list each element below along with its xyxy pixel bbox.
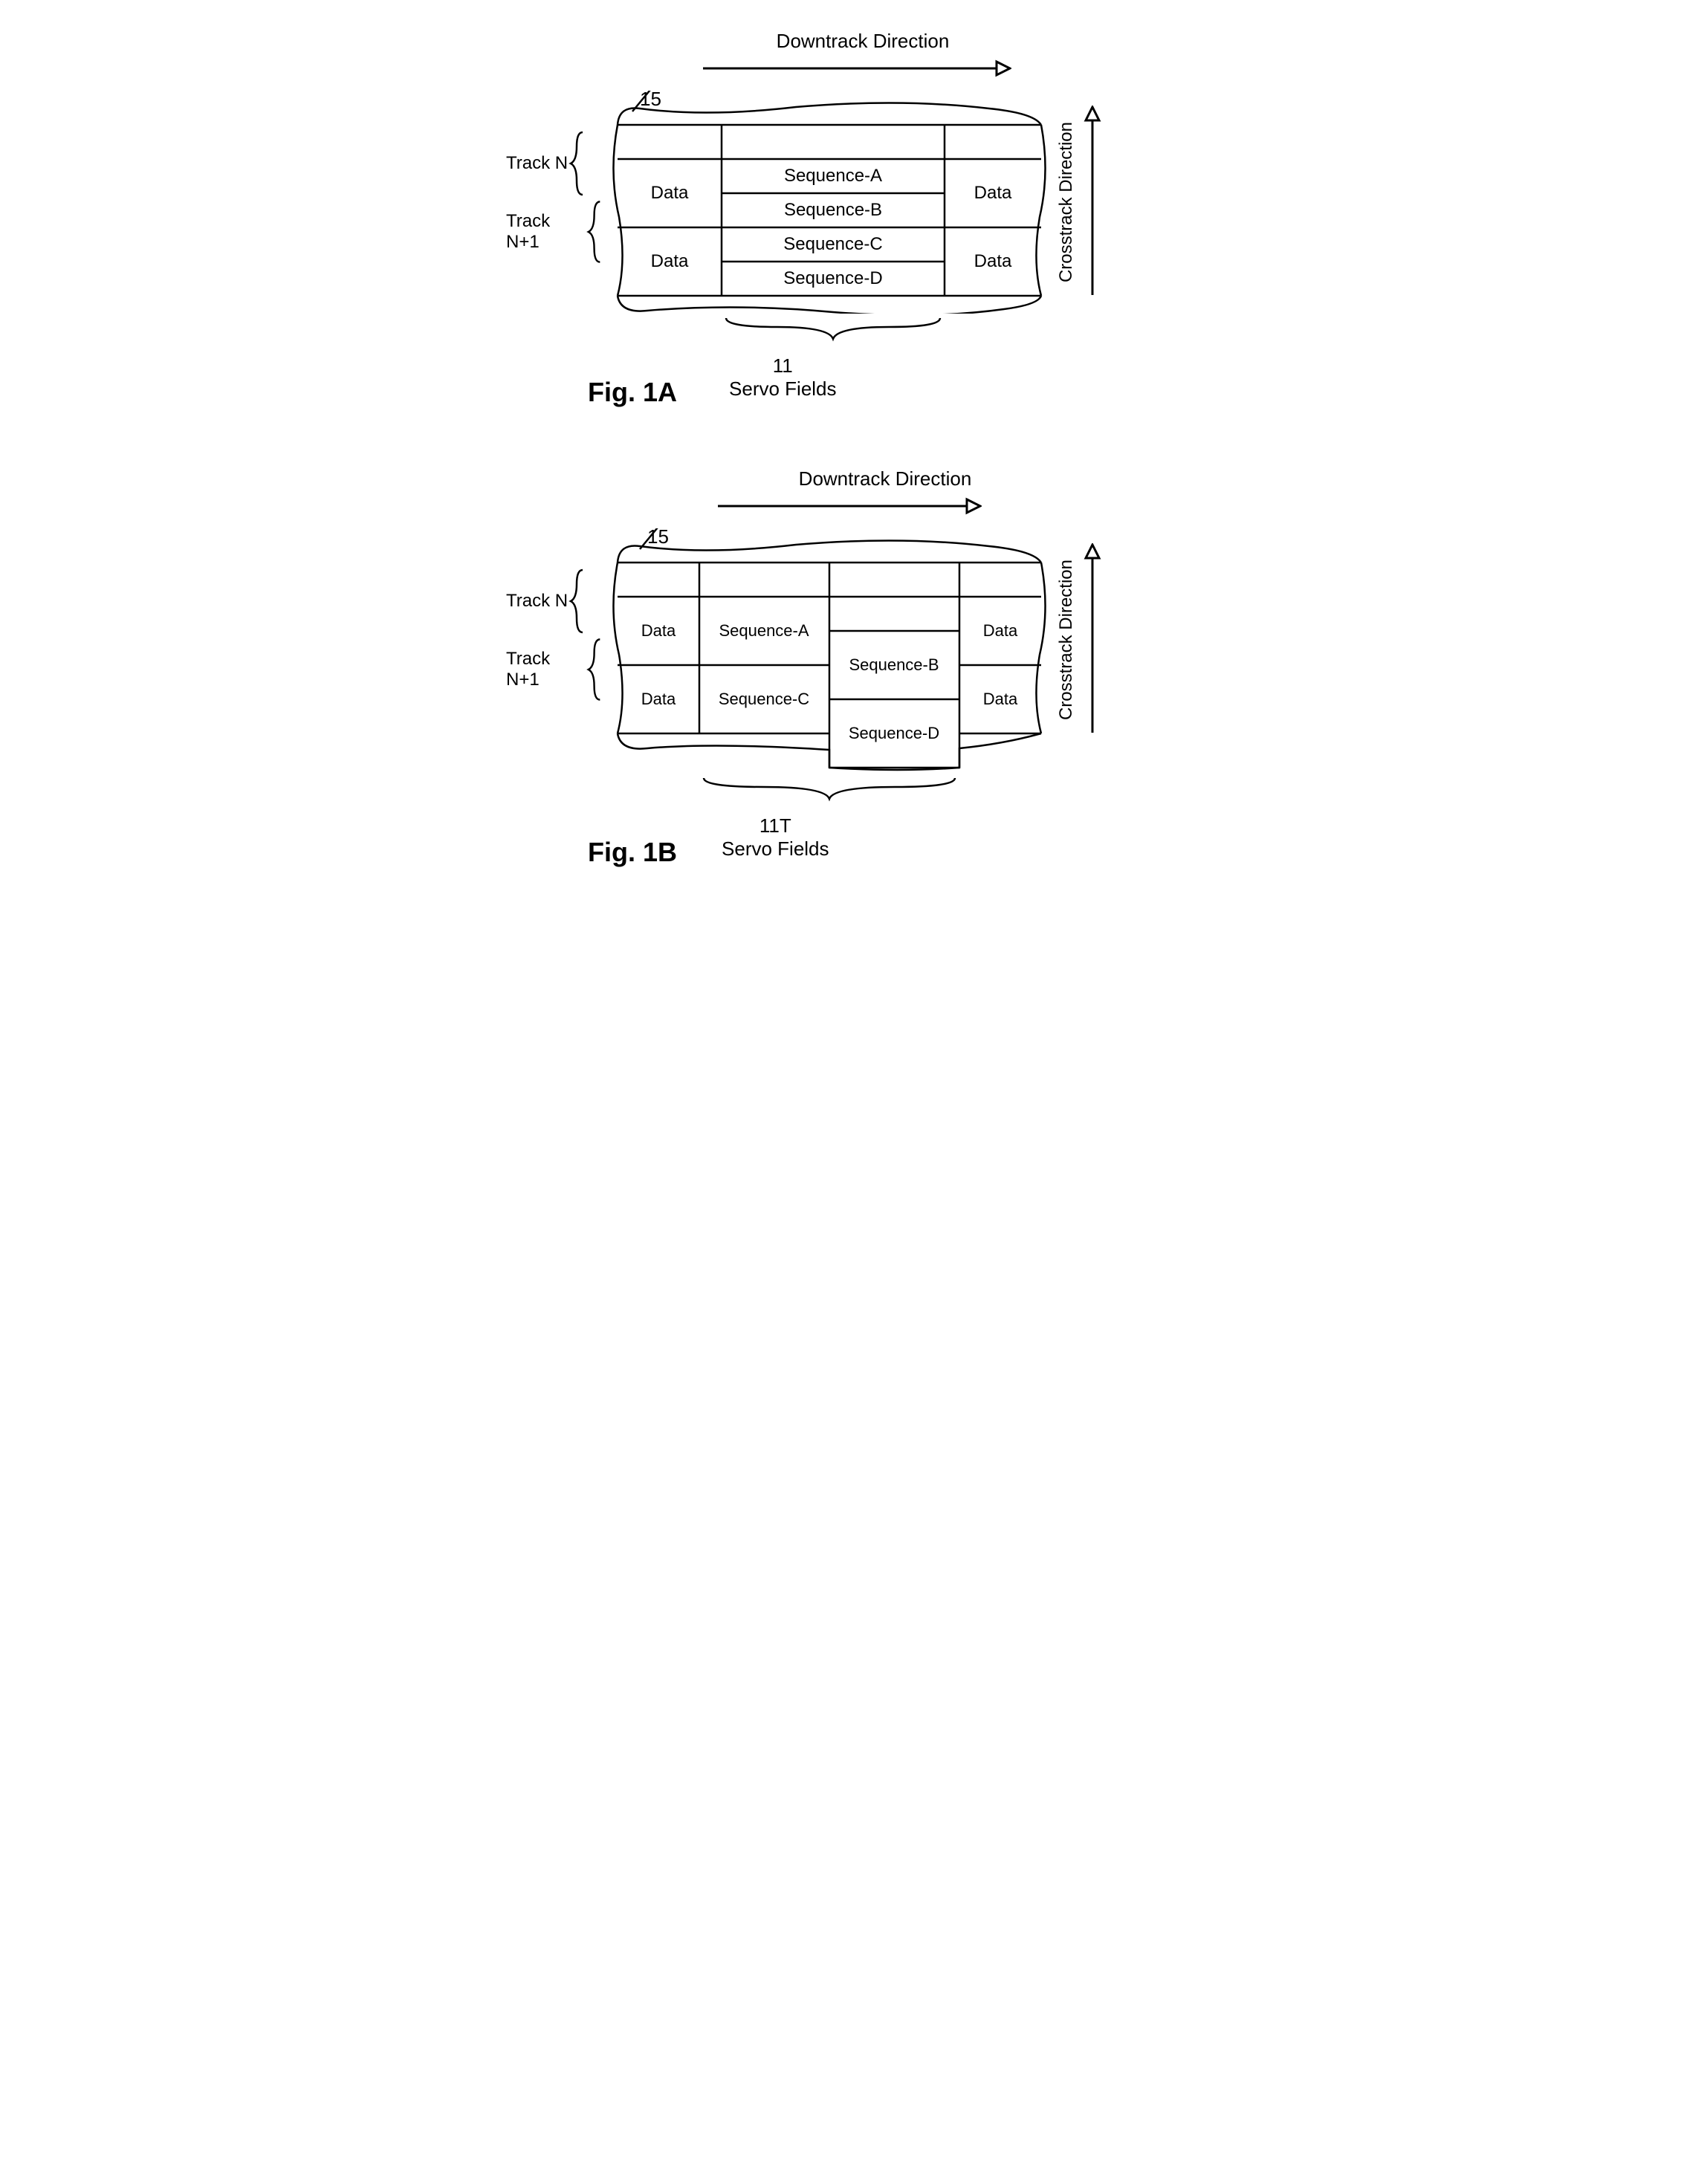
- crosstrack-label-a: Crosstrack Direction: [1056, 122, 1077, 282]
- cell-data-left-n1: Data: [651, 251, 689, 271]
- crosstrack-arrow-a: [1081, 106, 1104, 299]
- bottom-brace-b: [699, 774, 959, 807]
- cell-seq-d-b: Sequence-D: [849, 724, 939, 742]
- cell-data-right-n1-b: Data: [983, 690, 1018, 708]
- cell-data-right-n1: Data: [974, 251, 1012, 271]
- cell-data-left-n1-b: Data: [641, 690, 676, 708]
- figure-1a: Downtrack Direction 15 Track N Track N+1: [506, 30, 1175, 408]
- track-n-label-b: Track N: [506, 591, 568, 612]
- servo-label-a: Servo Fields: [729, 377, 837, 401]
- downtrack-label-b: Downtrack Direction: [595, 467, 1175, 490]
- crosstrack-label-b: Crosstrack Direction: [1056, 560, 1077, 720]
- brace-icon: [586, 635, 603, 704]
- cell-seq-c: Sequence-C: [783, 234, 882, 254]
- track-labels-a: Track N Track N+1: [506, 91, 603, 266]
- brace-icon: [568, 567, 586, 635]
- cell-seq-d: Sequence-D: [783, 268, 882, 288]
- servo-label-b: Servo Fields: [722, 837, 829, 861]
- cell-seq-b-b: Sequence-B: [849, 655, 939, 674]
- track-labels-b: Track N Track N+1: [506, 528, 603, 704]
- figure-1b: Downtrack Direction 15 Track N Track N+1: [506, 467, 1175, 868]
- cell-data-left-n: Data: [651, 183, 689, 203]
- brace-icon: [586, 198, 603, 266]
- cell-seq-c-b: Sequence-C: [719, 690, 809, 708]
- fig-label-a: Fig. 1A: [588, 377, 677, 408]
- cell-data-right-n: Data: [974, 183, 1012, 203]
- ref-15-a: 15: [640, 88, 661, 111]
- brace-icon: [568, 129, 586, 198]
- downtrack-label-a: Downtrack Direction: [551, 30, 1175, 53]
- cell-data-right-n-b: Data: [983, 621, 1018, 640]
- cell-seq-a-b: Sequence-A: [719, 621, 809, 640]
- cell-seq-a: Sequence-A: [784, 166, 882, 186]
- downtrack-arrow-a: [699, 57, 1011, 83]
- servo-num-b: 11T: [722, 814, 829, 837]
- grid-1a: Data Data Data Data Sequence-A Sequence-…: [603, 91, 1056, 314]
- bottom-brace-a: [722, 314, 945, 347]
- ref-15-b: 15: [647, 525, 669, 548]
- track-n1-label-a: Track N+1: [506, 211, 586, 253]
- fig-label-b: Fig. 1B: [588, 837, 677, 868]
- grid-1b: Data Data Data Data Sequence-A Sequence-…: [603, 528, 1056, 774]
- track-n1-label-b: Track N+1: [506, 649, 586, 690]
- servo-num-a: 11: [729, 354, 837, 377]
- crosstrack-arrow-b: [1081, 543, 1104, 736]
- downtrack-arrow-b: [714, 495, 982, 521]
- cell-data-left-n-b: Data: [641, 621, 676, 640]
- cell-seq-b: Sequence-B: [784, 200, 882, 220]
- track-n-label-a: Track N: [506, 153, 568, 174]
